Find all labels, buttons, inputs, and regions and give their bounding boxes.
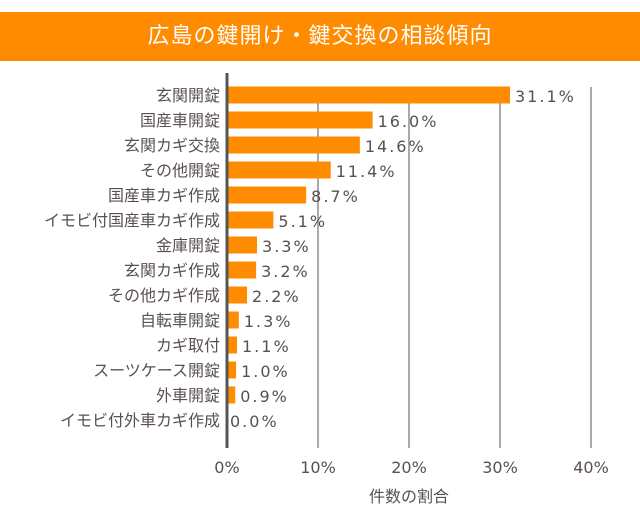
x-tick-label: 0% (214, 458, 239, 477)
x-tick-label: 20% (391, 458, 427, 477)
bar (227, 261, 257, 279)
bar (227, 236, 258, 254)
bar (227, 211, 274, 229)
category-label: 国産車開錠 (140, 111, 220, 130)
data-label: 0.9% (240, 387, 289, 406)
data-label: 14.6% (365, 137, 426, 156)
data-label: 16.0% (378, 112, 439, 131)
category-label: 国産車カギ作成 (108, 186, 220, 205)
bar (227, 386, 236, 404)
bar (227, 336, 238, 354)
data-label: 11.4% (336, 162, 397, 181)
bar (227, 161, 331, 179)
data-label: 0.0% (230, 412, 279, 431)
category-label: イモビ付国産車カギ作成 (44, 211, 220, 230)
x-axis-label: 件数の割合 (369, 487, 449, 506)
x-tick-label: 10% (300, 458, 336, 477)
data-label: 31.1% (515, 87, 576, 106)
bar (227, 286, 248, 304)
data-label: 3.3% (262, 237, 311, 256)
x-tick-label: 30% (482, 458, 518, 477)
bar (227, 136, 360, 154)
bar (227, 186, 307, 204)
category-label: 玄関カギ作成 (124, 261, 220, 280)
category-label: 金庫開錠 (156, 236, 220, 255)
category-label: その他カギ作成 (108, 286, 220, 305)
x-tick-label: 40% (573, 458, 609, 477)
category-label: スーツケース開錠 (93, 361, 220, 380)
category-label: イモビ付外車カギ作成 (60, 411, 220, 430)
data-label: 1.1% (242, 337, 291, 356)
data-label: 5.1% (278, 212, 327, 231)
data-label: 8.7% (311, 187, 360, 206)
bar (227, 361, 237, 379)
category-label: 外車開錠 (156, 386, 220, 405)
data-label: 1.0% (241, 362, 290, 381)
category-label: 自転車開錠 (140, 311, 220, 330)
data-label: 2.2% (252, 287, 301, 306)
category-label: その他開錠 (140, 161, 220, 180)
data-label: 1.3% (244, 312, 293, 331)
data-label: 3.2% (261, 262, 310, 281)
category-label: 玄関開錠 (156, 86, 220, 105)
chart-title: 広島の鍵開け・鍵交換の相談傾向 (0, 12, 640, 61)
category-label: 玄関カギ交換 (124, 136, 220, 155)
bar (227, 111, 373, 129)
bar (227, 311, 239, 329)
bar (227, 86, 511, 104)
category-label: カギ取付 (156, 336, 220, 355)
